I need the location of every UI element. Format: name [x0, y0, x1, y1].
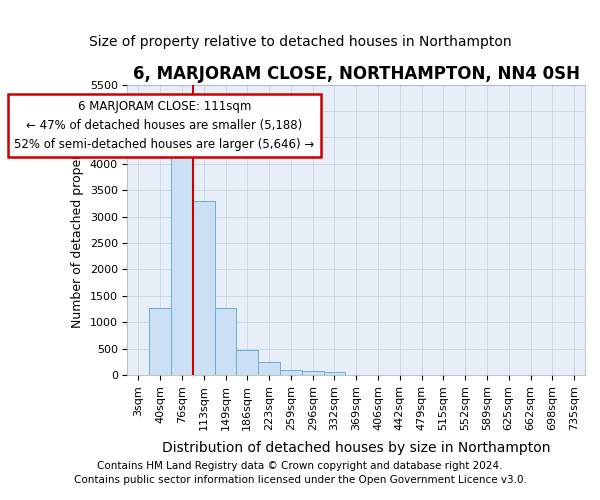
Text: 6 MARJORAM CLOSE: 111sqm
← 47% of detached houses are smaller (5,188)
52% of sem: 6 MARJORAM CLOSE: 111sqm ← 47% of detach… — [14, 100, 314, 152]
Y-axis label: Number of detached properties: Number of detached properties — [71, 132, 84, 328]
Bar — [171, 145, 193, 375]
Title: 6, MARJORAM CLOSE, NORTHAMPTON, NN4 0SH: 6, MARJORAM CLOSE, NORTHAMPTON, NN4 0SH — [133, 65, 580, 83]
X-axis label: Distribution of detached houses by size in Northampton: Distribution of detached houses by size … — [162, 441, 550, 455]
Bar — [193, 200, 215, 375]
Bar — [302, 371, 323, 375]
Bar — [215, 308, 236, 375]
Bar — [323, 372, 346, 375]
Bar — [149, 308, 171, 375]
Bar — [236, 350, 258, 375]
Text: Contains HM Land Registry data © Crown copyright and database right 2024.
Contai: Contains HM Land Registry data © Crown c… — [74, 461, 526, 485]
Bar — [280, 370, 302, 375]
Bar — [258, 362, 280, 375]
Text: Size of property relative to detached houses in Northampton: Size of property relative to detached ho… — [89, 35, 511, 49]
